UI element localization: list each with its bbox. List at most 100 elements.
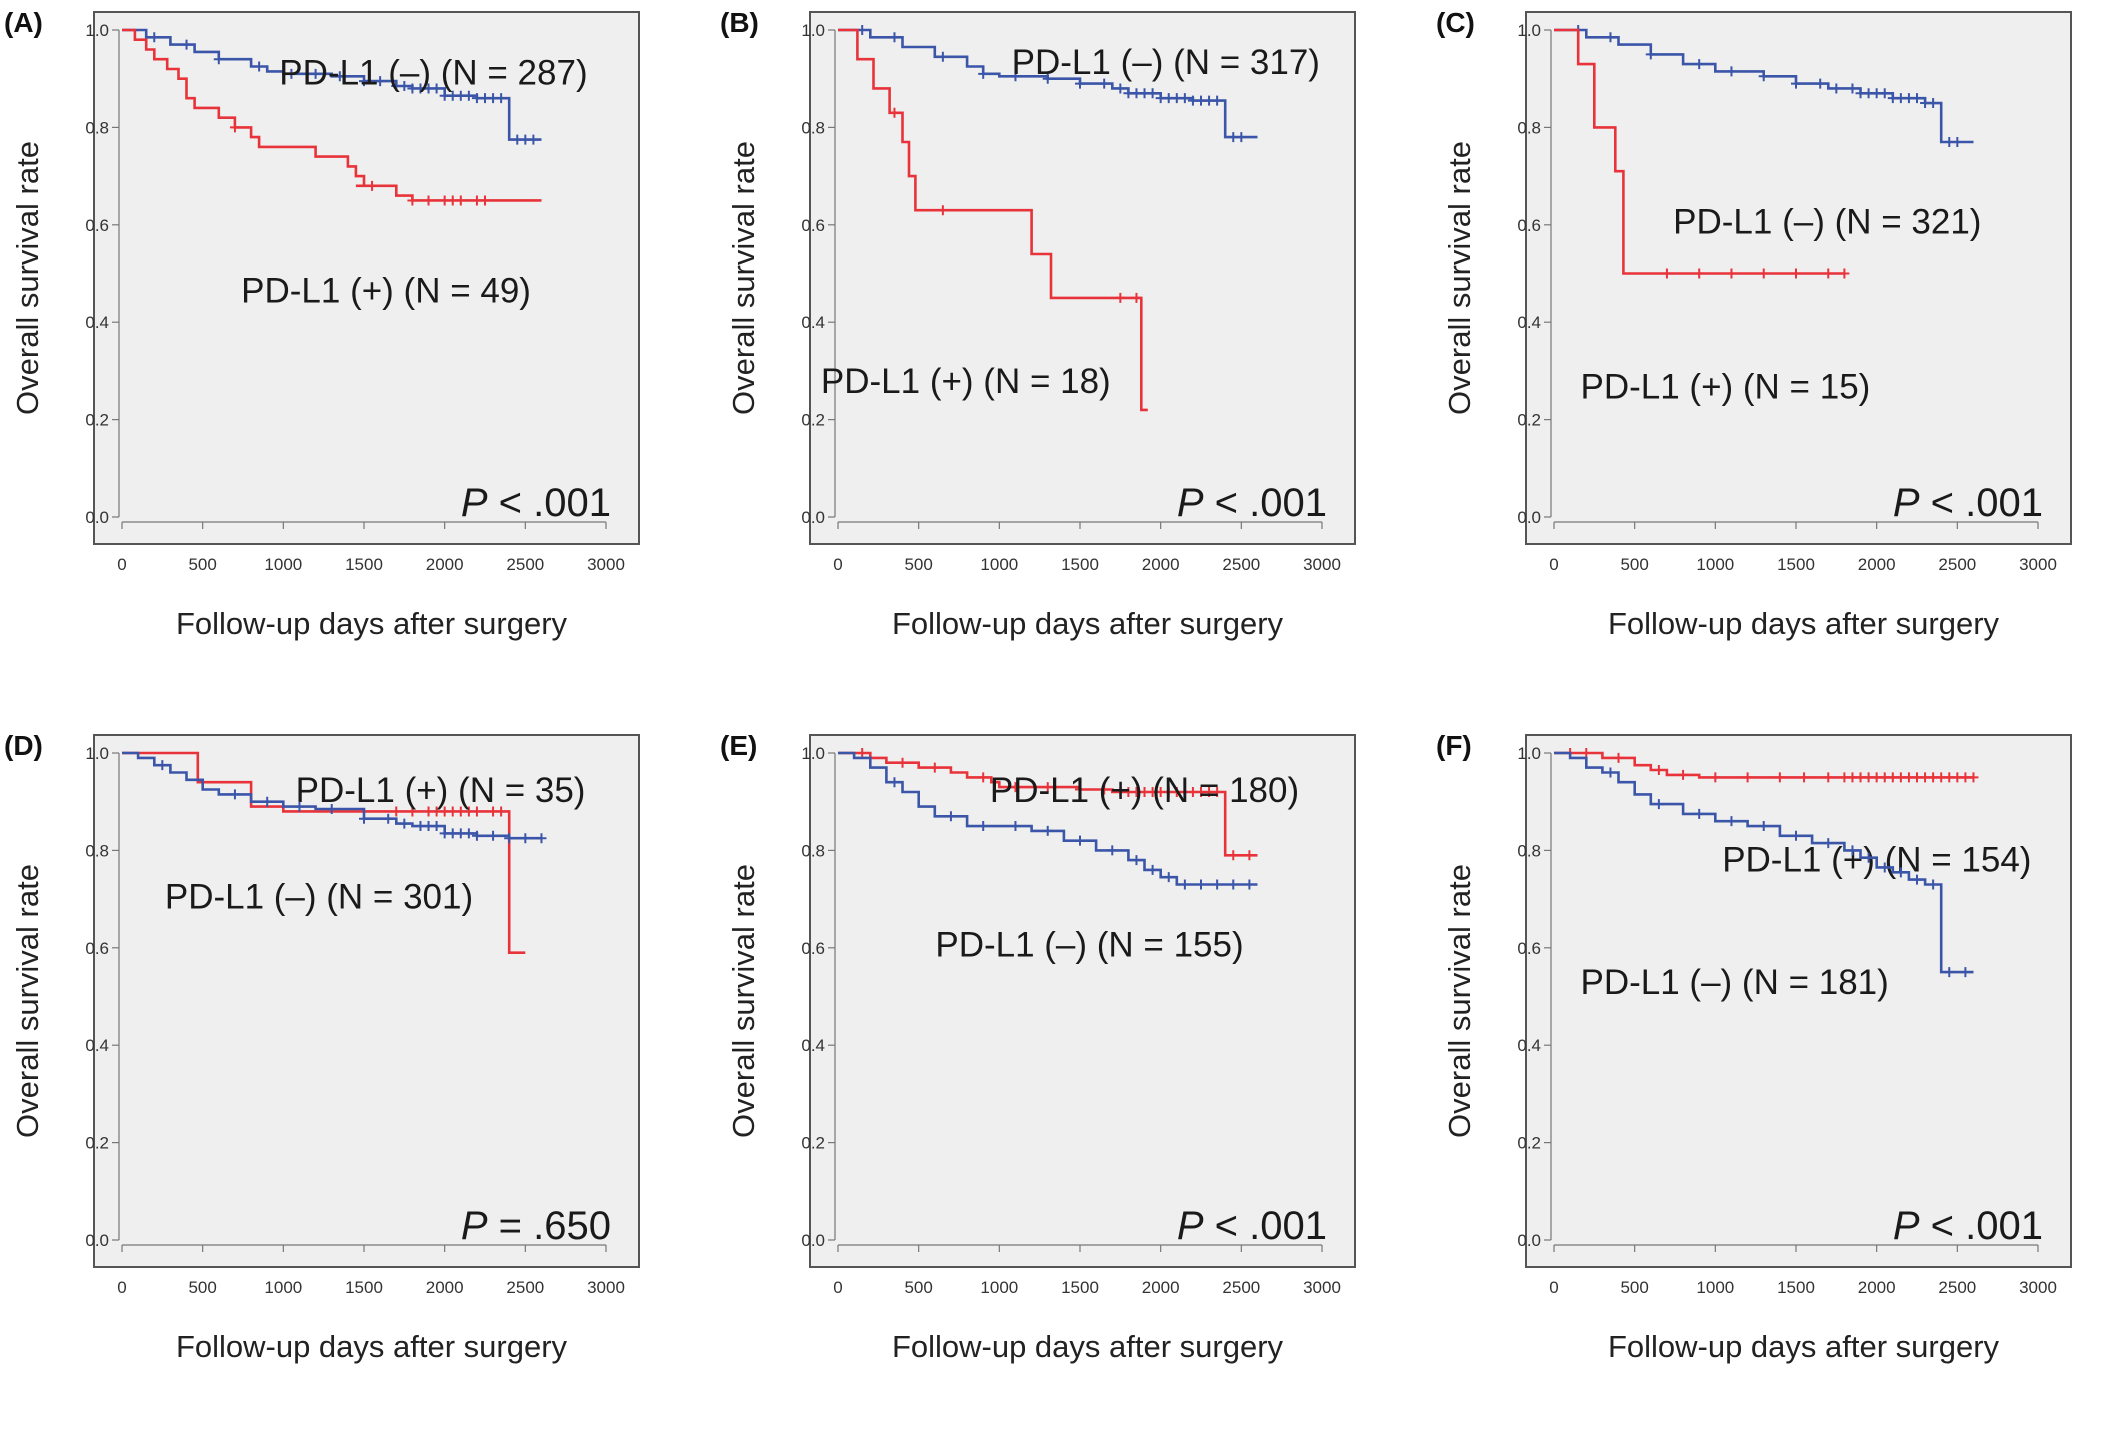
- x-tick-label: 0: [117, 555, 126, 574]
- x-tick-label: 2000: [426, 1278, 464, 1297]
- x-tick-label: 500: [188, 555, 216, 574]
- x-tick-label: 3000: [587, 555, 625, 574]
- censor-mark: [1131, 292, 1142, 303]
- censor-mark: [1944, 967, 1955, 978]
- x-axis-title: Follow-up days after surgery: [1608, 606, 2000, 641]
- y-tick-label: 0.2: [85, 411, 109, 430]
- censor-mark: [1791, 268, 1801, 279]
- censor-mark: [1960, 967, 1971, 978]
- censor-mark: [1928, 98, 1939, 109]
- x-tick-label: 2500: [1938, 1278, 1976, 1297]
- p-value-annotation: P < .001: [1177, 1204, 1327, 1248]
- series-annotation: PD-L1 (+) (N = 49): [241, 272, 531, 311]
- y-tick-label: 0.2: [1517, 1134, 1541, 1153]
- censor-mark: [1645, 49, 1656, 60]
- p-value-text: = .650: [488, 1204, 611, 1248]
- censor-mark: [1163, 872, 1174, 883]
- censor-mark: [1774, 772, 1785, 783]
- panel-letter: (B): [720, 7, 759, 38]
- y-axis-title: Overall survival rate: [10, 141, 45, 415]
- censor-mark: [978, 821, 989, 832]
- censor-mark: [1912, 93, 1922, 104]
- y-axis-title: Overall survival rate: [1442, 864, 1477, 1138]
- y-tick-label: 1.0: [801, 744, 825, 763]
- y-tick-label: 0.0: [801, 508, 825, 527]
- plot-area: [93, 734, 640, 1268]
- censor-mark: [1742, 772, 1753, 783]
- censor-mark: [1863, 852, 1874, 863]
- y-tick-label: 0.6: [801, 216, 825, 235]
- km-panel-e: (E) 0.0 0.2 0.4 0.6 0.8 1.0 0 500 1000 1500 2000 250…: [720, 730, 1356, 1364]
- p-value-text: < .001: [1204, 481, 1327, 525]
- censor-mark: [897, 757, 908, 768]
- y-tick-label: 0.4: [1517, 313, 1541, 332]
- survival-curve: [1554, 751, 1974, 779]
- censor-mark: [1726, 66, 1737, 77]
- censor-mark: [1099, 78, 1110, 89]
- censor-mark: [359, 813, 369, 824]
- censor-mark: [1653, 799, 1664, 810]
- censor-mark: [1839, 268, 1850, 279]
- x-tick-label: 1500: [1061, 555, 1099, 574]
- p-value-annotation: P < .001: [1893, 1204, 2043, 1248]
- x-axis-title: Follow-up days after surgery: [176, 606, 568, 641]
- series-annotation: PD-L1 (+) (N = 15): [1581, 367, 1871, 406]
- censor-mark: [1879, 88, 1890, 99]
- censor-mark: [1758, 821, 1769, 832]
- censor-mark: [1212, 879, 1223, 890]
- y-tick-label: 0.0: [85, 1231, 109, 1250]
- x-tick-label: 1500: [1777, 555, 1815, 574]
- series-annotation: PD-L1 (–) (N = 317): [1012, 43, 1320, 82]
- censor-mark: [310, 68, 321, 79]
- p-value-text: < .001: [488, 481, 611, 525]
- y-tick-label: 0.0: [85, 508, 109, 527]
- censor-mark: [945, 811, 956, 822]
- y-tick-label: 0.2: [85, 1134, 109, 1153]
- km-panel-c: (C) 0.0 0.2 0.4 0.6 0.8 1.0 0 500 1000 1500 2000 250…: [1436, 7, 2072, 641]
- plot-area: [809, 11, 1356, 545]
- censor-mark: [978, 68, 989, 79]
- x-tick-label: 0: [1549, 1278, 1558, 1297]
- x-tick-label: 1500: [1061, 1278, 1099, 1297]
- x-tick-label: 3000: [2019, 1278, 2057, 1297]
- censor-mark: [229, 122, 240, 133]
- survival-curve: [838, 751, 1258, 857]
- censor-mark: [1147, 88, 1158, 99]
- y-tick-label: 0.4: [85, 313, 109, 332]
- censor-mark: [1823, 838, 1834, 849]
- censor-mark: [1831, 83, 1842, 94]
- y-tick-label: 1.0: [1517, 21, 1541, 40]
- x-tick-label: 500: [1620, 555, 1648, 574]
- censor-mark: [157, 760, 168, 771]
- censor-mark: [1075, 835, 1085, 846]
- series-annotation: PD-L1 (+) (N = 18): [821, 362, 1111, 401]
- series-annotation: PD-L1 (–) (N = 181): [1581, 963, 1889, 1002]
- p-value-symbol: P: [461, 481, 488, 525]
- censor-mark: [1678, 769, 1689, 780]
- censor-mark: [1115, 292, 1126, 303]
- plot-area: [1525, 11, 2072, 545]
- censor-mark: [286, 68, 297, 79]
- y-tick-label: 1.0: [85, 21, 109, 40]
- p-value-annotation: P = .650: [461, 1204, 611, 1248]
- censor-mark: [463, 828, 474, 839]
- series-annotation: PD-L1 (–) (N = 155): [935, 926, 1243, 965]
- censor-mark: [407, 806, 418, 817]
- plot-area: [809, 734, 1356, 1268]
- censor-mark: [1694, 59, 1705, 70]
- censor-mark: [1581, 748, 1592, 758]
- series-annotation: PD-L1 (–) (N = 301): [165, 878, 473, 917]
- censor-mark: [375, 76, 386, 87]
- censor-mark: [407, 195, 418, 206]
- y-tick-label: 0.2: [1517, 411, 1541, 430]
- y-tick-label: 1.0: [85, 744, 109, 763]
- censor-mark: [1010, 821, 1021, 832]
- x-tick-label: 0: [833, 1278, 842, 1297]
- x-tick-label: 500: [1620, 1278, 1648, 1297]
- censor-mark: [1694, 268, 1705, 279]
- y-tick-label: 1.0: [1517, 744, 1541, 763]
- censor-mark: [229, 789, 240, 800]
- censor-mark: [262, 796, 273, 807]
- km-panel-b: (B) 0.0 0.2 0.4 0.6 0.8 1.0 0 500 1000 1500 2000 250…: [720, 7, 1356, 641]
- y-tick-label: 0.2: [801, 411, 825, 430]
